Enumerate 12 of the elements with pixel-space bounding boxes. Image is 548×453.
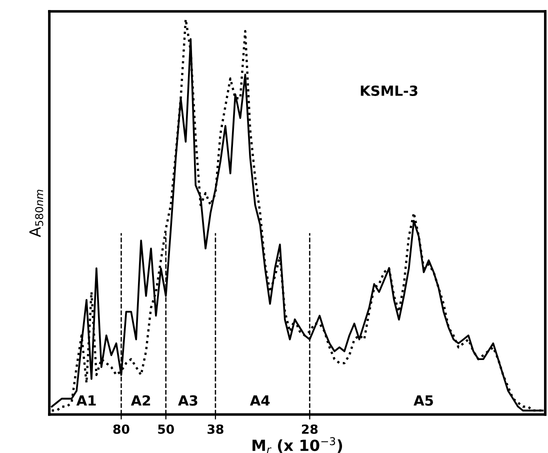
x-tick-label: 80 [113,424,130,434]
x-tick-label: 50 [158,424,174,434]
annotation: KSML-3 [360,85,418,96]
annotation: A1 [76,395,96,406]
annotation: A3 [178,395,198,406]
annotation: A4 [250,395,270,406]
annotation: A5 [414,395,433,406]
x-tick-label: 38 [208,424,224,434]
annotation: A2 [130,395,150,406]
y-axis-title: A$_{580nm}$ [29,190,44,238]
x-tick-label: 28 [302,424,318,434]
x-axis-title: M$_{r}$ (x 10$^{−3}$) [252,437,342,453]
